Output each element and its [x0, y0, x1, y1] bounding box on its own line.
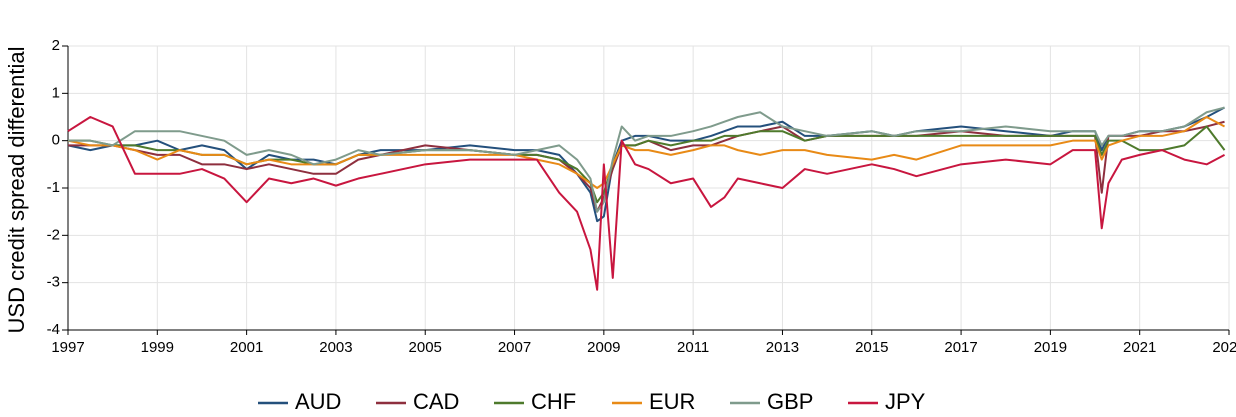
x-tick-label: 2017	[944, 339, 977, 356]
y-axis-label: USD credit spread differential	[4, 47, 29, 334]
x-tick-label: 2009	[587, 339, 620, 356]
x-tick-label: 2005	[409, 339, 442, 356]
legend-label: AUD	[295, 389, 341, 414]
x-tick-label: 2015	[855, 339, 888, 356]
series-line	[67, 116, 1225, 189]
y-tick-label: 1	[52, 84, 60, 101]
x-tick-label: 1999	[141, 339, 174, 356]
legend-label: CHF	[531, 389, 576, 414]
x-tick-label: 2023	[1212, 339, 1236, 356]
x-tick-label: 2011	[677, 339, 709, 356]
y-tick-label: -4	[47, 321, 60, 338]
x-tick-label: 2001	[230, 339, 263, 356]
series-line	[68, 106, 1225, 213]
series-line	[67, 116, 1225, 291]
legend-label: JPY	[885, 389, 926, 414]
x-tick-label: 2019	[1034, 339, 1067, 356]
y-tick-label: -2	[47, 226, 60, 243]
y-tick-label: -1	[47, 179, 60, 196]
x-tick-label: 2007	[498, 339, 531, 356]
y-tick-label: 0	[52, 132, 60, 149]
legend-label: GBP	[767, 389, 813, 414]
legend-label: EUR	[649, 389, 695, 414]
x-tick-label: 2021	[1123, 339, 1156, 356]
x-tick-label: 2003	[319, 339, 352, 356]
x-tick-label: 2013	[766, 339, 799, 356]
legend-label: CAD	[413, 389, 459, 414]
y-tick-label: -3	[47, 274, 60, 291]
y-tick-label: 2	[52, 37, 60, 54]
x-tick-label: 1997	[51, 339, 84, 356]
